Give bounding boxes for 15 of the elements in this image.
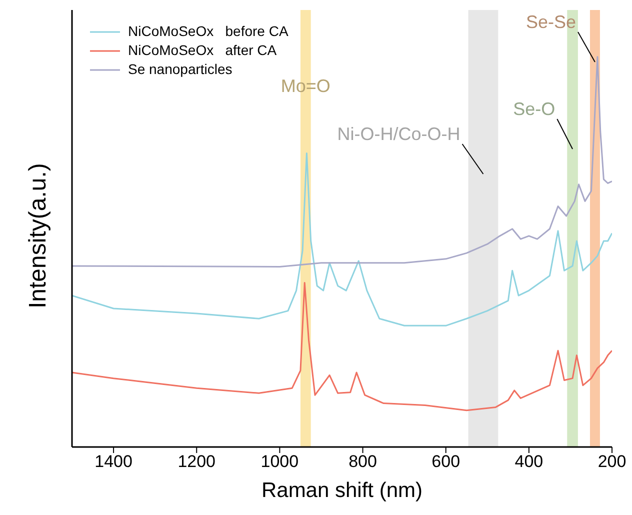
band-label: Se-O — [513, 99, 556, 119]
x-tick-label: 600 — [432, 452, 460, 472]
x-tick-label: 1200 — [178, 452, 216, 472]
x-tick-label: 400 — [514, 452, 544, 472]
band-label: Ni-O-H/Co-O-H — [337, 124, 460, 144]
legend-label: Se nanoparticles — [128, 60, 232, 79]
x-tick-label: 1000 — [260, 452, 299, 472]
band-label: Se-Se — [526, 12, 576, 32]
x-tick-label: 1400 — [94, 452, 132, 472]
legend-label: NiCoMoSeOx before CA — [128, 22, 288, 41]
x-tick-label: 800 — [348, 452, 377, 472]
x-axis-title: Raman shift (nm) — [261, 479, 423, 502]
x-tick-label: 200 — [598, 452, 626, 472]
legend-label: NiCoMoSeOx after CA — [128, 41, 277, 60]
y-axis-title: Intensity(a.u.) — [24, 163, 52, 308]
